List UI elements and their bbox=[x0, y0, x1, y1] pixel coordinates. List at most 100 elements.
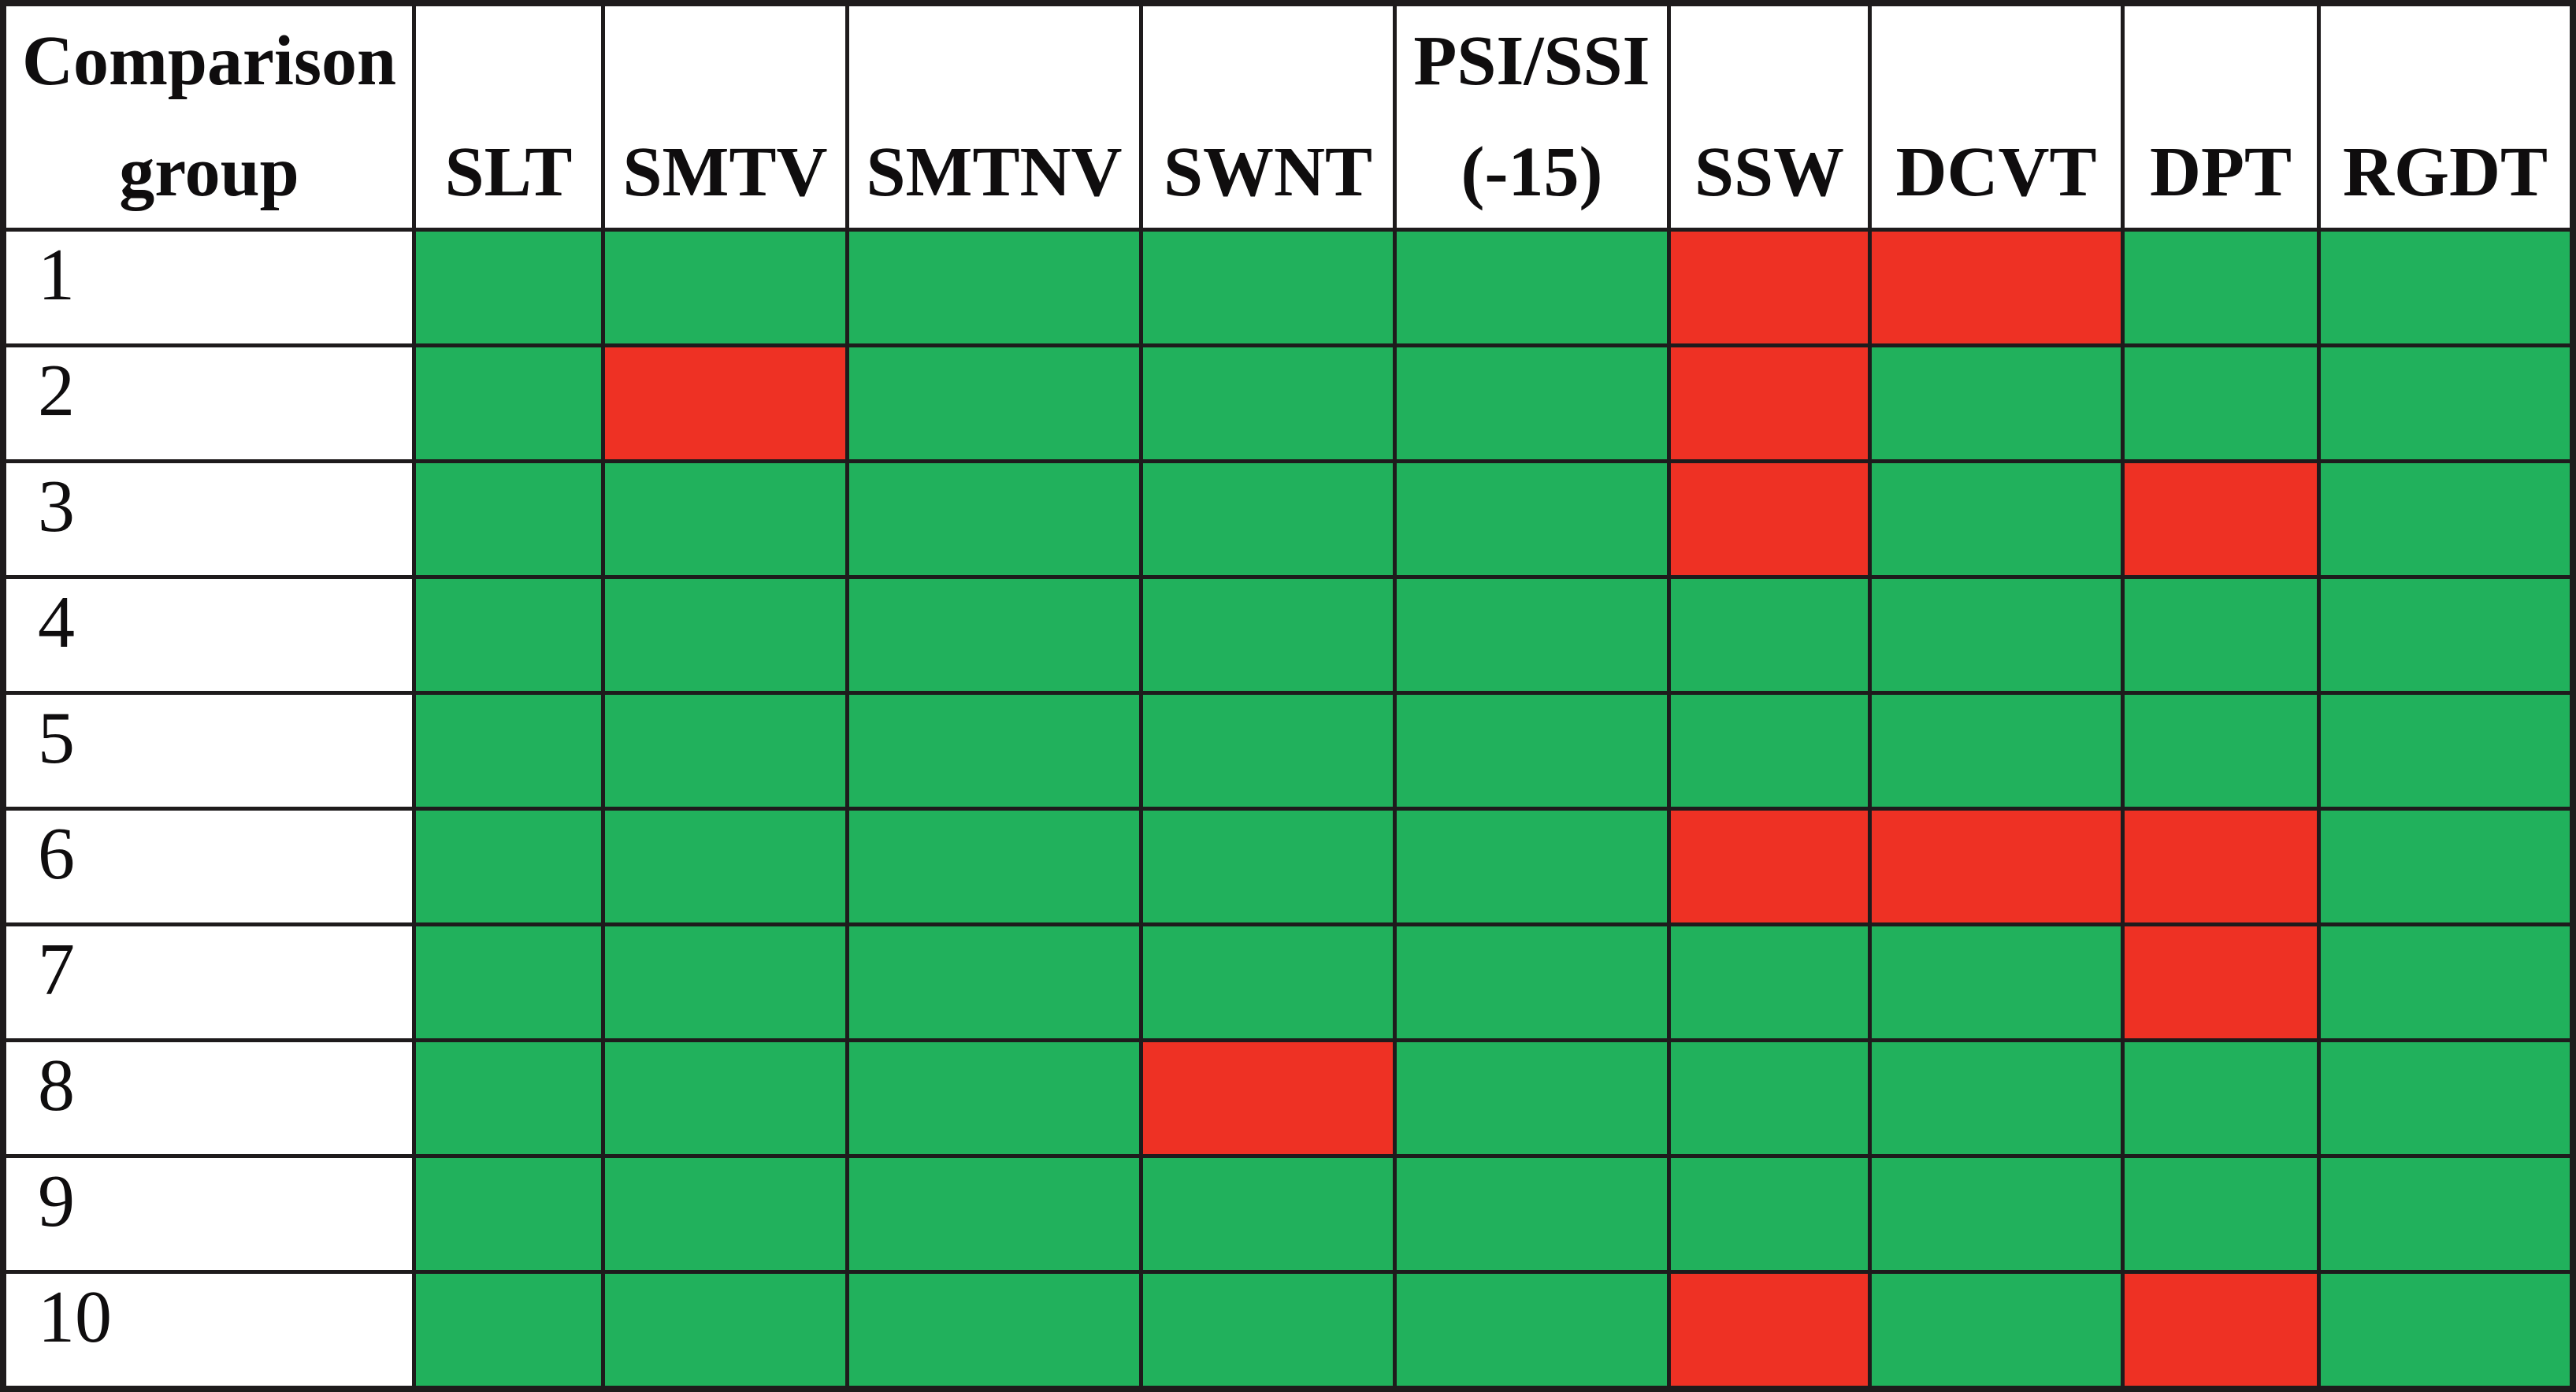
column-header-DPT-line1 bbox=[2125, 6, 2317, 117]
cell-row1-RGDT-green bbox=[2321, 232, 2570, 343]
cell-row8-RGDT-green bbox=[2321, 1042, 2570, 1154]
cell-row8-SLT-green bbox=[416, 1042, 601, 1154]
cell-row4-SLT-green bbox=[416, 579, 601, 691]
column-header-DCVT-line2: DCVT bbox=[1895, 132, 2097, 211]
column-header-comparison-group-line2: group bbox=[119, 132, 299, 211]
cell-row6-DPT-red bbox=[2125, 811, 2317, 922]
cell-row7-RGDT-green bbox=[2321, 926, 2570, 1038]
cell-row5-SMTNV-green bbox=[849, 695, 1139, 807]
cell-row5-SMTV-green bbox=[605, 695, 845, 807]
cell-row2-SMTV-red bbox=[605, 347, 845, 459]
cell-row8-DPT-green bbox=[2125, 1042, 2317, 1154]
cell-row6-SSW-red bbox=[1671, 811, 1868, 922]
row-label-6: 6 bbox=[6, 811, 412, 922]
cell-row4-SMTV-green bbox=[605, 579, 845, 691]
cell-row4-SMTNV-green bbox=[849, 579, 1139, 691]
cell-row2-SWNT-green bbox=[1143, 347, 1393, 459]
column-header-DCVT: DCVT bbox=[1872, 6, 2121, 228]
cell-row5-DCVT-green bbox=[1872, 695, 2121, 807]
column-header-RGDT-line1 bbox=[2321, 6, 2570, 117]
cell-row3-PSI-SSI-green bbox=[1397, 463, 1667, 575]
cell-row3-SSW-red bbox=[1671, 463, 1868, 575]
cell-row7-SSW-green bbox=[1671, 926, 1868, 1038]
cell-row4-RGDT-green bbox=[2321, 579, 2570, 691]
cell-row1-DPT-green bbox=[2125, 232, 2317, 343]
cell-row5-RGDT-green bbox=[2321, 695, 2570, 807]
column-header-SSW-line2: SSW bbox=[1694, 132, 1845, 211]
row-label-2: 2 bbox=[6, 347, 412, 459]
cell-row7-PSI-SSI-green bbox=[1397, 926, 1667, 1038]
cell-row6-DCVT-red bbox=[1872, 811, 2121, 922]
column-header-SMTNV-line2: SMTNV bbox=[866, 132, 1123, 211]
cell-row2-SSW-red bbox=[1671, 347, 1868, 459]
cell-row5-PSI-SSI-green bbox=[1397, 695, 1667, 807]
row-label-4: 4 bbox=[6, 579, 412, 691]
cell-row1-SWNT-green bbox=[1143, 232, 1393, 343]
column-header-DPT-line2: DPT bbox=[2150, 132, 2292, 211]
cell-row8-SMTV-green bbox=[605, 1042, 845, 1154]
column-header-SWNT: SWNT bbox=[1143, 6, 1393, 228]
cell-row9-SMTV-green bbox=[605, 1158, 845, 1270]
cell-row1-SMTNV-green bbox=[849, 232, 1139, 343]
cell-row7-SLT-green bbox=[416, 926, 601, 1038]
cell-row10-SSW-red bbox=[1671, 1274, 1868, 1386]
cell-row1-SMTV-green bbox=[605, 232, 845, 343]
cell-row7-SWNT-green bbox=[1143, 926, 1393, 1038]
cell-row8-SSW-green bbox=[1671, 1042, 1868, 1154]
cell-row10-PSI-SSI-green bbox=[1397, 1274, 1667, 1386]
cell-row3-SMTV-green bbox=[605, 463, 845, 575]
cell-row10-SWNT-green bbox=[1143, 1274, 1393, 1386]
column-header-PSI-SSI-line1: PSI/SSI bbox=[1413, 22, 1650, 101]
cell-row7-SMTV-green bbox=[605, 926, 845, 1038]
cell-row2-PSI-SSI-green bbox=[1397, 347, 1667, 459]
cell-row1-DCVT-red bbox=[1872, 232, 2121, 343]
row-label-9: 9 bbox=[6, 1158, 412, 1270]
column-header-SMTNV-line1 bbox=[849, 6, 1139, 117]
column-header-SWNT-line1 bbox=[1143, 6, 1393, 117]
cell-row8-SMTNV-green bbox=[849, 1042, 1139, 1154]
cell-row9-SWNT-green bbox=[1143, 1158, 1393, 1270]
cell-row3-SLT-green bbox=[416, 463, 601, 575]
column-header-DCVT-line1 bbox=[1872, 6, 2121, 117]
column-header-RGDT-line2: RGDT bbox=[2342, 132, 2548, 211]
cell-row5-SSW-green bbox=[1671, 695, 1868, 807]
cell-row4-SWNT-green bbox=[1143, 579, 1393, 691]
column-header-SMTV-line1 bbox=[605, 6, 845, 117]
column-header-SLT-line1 bbox=[416, 6, 601, 117]
cell-row10-SMTNV-green bbox=[849, 1274, 1139, 1386]
cell-row5-SLT-green bbox=[416, 695, 601, 807]
cell-row1-PSI-SSI-green bbox=[1397, 232, 1667, 343]
cell-row4-SSW-green bbox=[1671, 579, 1868, 691]
cell-row9-PSI-SSI-green bbox=[1397, 1158, 1667, 1270]
cell-row9-SMTNV-green bbox=[849, 1158, 1139, 1270]
cell-row4-PSI-SSI-green bbox=[1397, 579, 1667, 691]
cell-row3-SWNT-green bbox=[1143, 463, 1393, 575]
cell-row1-SSW-red bbox=[1671, 232, 1868, 343]
column-header-comparison-group-line1: Comparison bbox=[21, 22, 397, 101]
cell-row8-SWNT-red bbox=[1143, 1042, 1393, 1154]
column-header-DPT: DPT bbox=[2125, 6, 2317, 228]
column-header-RGDT: RGDT bbox=[2321, 6, 2570, 228]
cell-row2-DPT-green bbox=[2125, 347, 2317, 459]
column-header-SMTV-line2: SMTV bbox=[622, 132, 828, 211]
cell-row10-DCVT-green bbox=[1872, 1274, 2121, 1386]
cell-row10-DPT-red bbox=[2125, 1274, 2317, 1386]
cell-row9-SLT-green bbox=[416, 1158, 601, 1270]
cell-row4-DCVT-green bbox=[1872, 579, 2121, 691]
cell-row6-SLT-green bbox=[416, 811, 601, 922]
cell-row2-SMTNV-green bbox=[849, 347, 1139, 459]
cell-row9-SSW-green bbox=[1671, 1158, 1868, 1270]
column-header-SMTV: SMTV bbox=[605, 6, 845, 228]
cell-row10-RGDT-green bbox=[2321, 1274, 2570, 1386]
column-header-SWNT-line2: SWNT bbox=[1163, 132, 1373, 211]
cell-row3-DCVT-green bbox=[1872, 463, 2121, 575]
column-header-SMTNV: SMTNV bbox=[849, 6, 1139, 228]
row-label-3: 3 bbox=[6, 463, 412, 575]
column-header-SSW: SSW bbox=[1671, 6, 1868, 228]
column-header-SSW-line1 bbox=[1671, 6, 1868, 117]
column-header-SLT: SLT bbox=[416, 6, 601, 228]
column-header-SLT-line2: SLT bbox=[444, 132, 573, 211]
cell-row8-PSI-SSI-green bbox=[1397, 1042, 1667, 1154]
